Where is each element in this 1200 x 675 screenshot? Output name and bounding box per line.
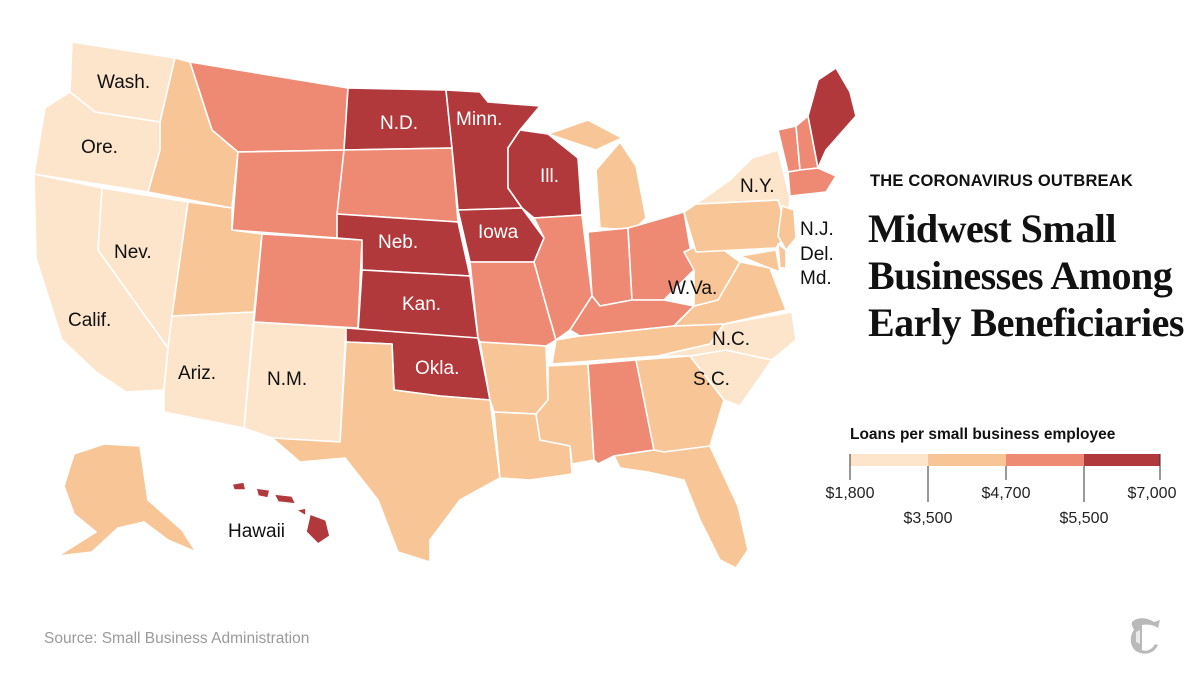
legend: $1,800 $3,500 $4,700 $5,500 $7,000: [826, 454, 1177, 527]
label-nevada: Nev.: [114, 242, 152, 263]
legend-swatch-3: [1084, 454, 1160, 466]
legend-swatch-1: [928, 454, 1006, 466]
state-new-jersey: [777, 205, 797, 251]
legend-break-4: $7,000: [1128, 485, 1177, 502]
state-wyoming: [231, 149, 345, 239]
label-hawaii: Hawaii: [228, 521, 285, 542]
state-maine: [807, 67, 857, 169]
label-minnesota: Minn.: [456, 109, 502, 130]
label-north-dakota: N.D.: [380, 113, 418, 134]
state-north-carolina: [657, 311, 797, 361]
state-florida: [613, 445, 749, 569]
label-oklahoma: Okla.: [415, 358, 459, 379]
state-alaska: [57, 443, 197, 557]
source-note: Source: Small Business Administration: [44, 630, 310, 647]
state-arizona: [163, 311, 255, 429]
state-pennsylvania: [683, 199, 789, 253]
label-delaware: Del.: [800, 244, 834, 265]
state-delaware: [777, 243, 787, 269]
state-south-dakota: [336, 147, 459, 223]
label-oregon: Ore.: [81, 137, 118, 158]
legend-break-0: $1,800: [826, 485, 875, 502]
state-colorado: [253, 233, 363, 329]
label-iowa: Iowa: [478, 222, 519, 243]
legend-break-1: $3,500: [904, 510, 953, 527]
label-kansas: Kan.: [402, 294, 441, 315]
legend-swatch-2: [1006, 454, 1084, 466]
legend-swatch-0: [850, 454, 928, 466]
nyt-logo-icon: [1130, 618, 1160, 654]
label-washington: Wash.: [97, 72, 150, 93]
label-maryland: Md.: [800, 268, 832, 289]
legend-title: Loans per small business employee: [850, 426, 1116, 443]
label-south-carolina: S.C.: [693, 369, 730, 390]
state-texas: [271, 341, 501, 563]
state-massachusetts: [787, 167, 837, 197]
label-arizona: Ariz.: [178, 363, 216, 384]
label-west-virginia: W.Va.: [668, 278, 717, 299]
label-new-mexico: N.M.: [267, 369, 307, 390]
label-new-jersey: N.J.: [800, 219, 834, 240]
kicker: THE CORONAVIRUS OUTBREAK: [870, 172, 1133, 190]
headline: Midwest Small Businesses Among Early Ben…: [868, 206, 1184, 345]
state-indiana: [587, 227, 633, 307]
state-maryland: [739, 249, 781, 273]
state-ohio: [627, 211, 695, 301]
label-north-carolina: N.C.: [712, 329, 750, 350]
label-nebraska: Neb.: [378, 232, 418, 253]
state-hawaii: [231, 481, 331, 545]
label-new-york: N.Y.: [740, 176, 775, 197]
state-new-york: [695, 149, 791, 223]
legend-break-3: $5,500: [1060, 510, 1109, 527]
label-california: Calif.: [68, 310, 111, 331]
label-wisconsin: Ill.: [540, 166, 559, 187]
legend-break-2: $4,700: [982, 485, 1031, 502]
